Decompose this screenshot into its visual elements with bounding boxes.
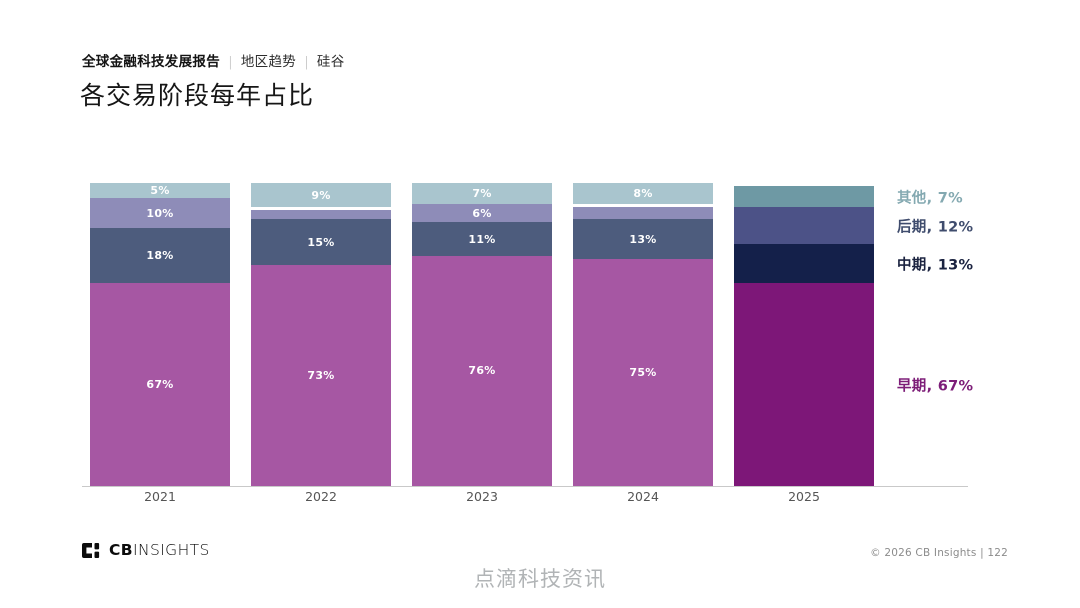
segment-label: 9% xyxy=(311,188,331,202)
bar-2023: 7% 6% 11% 76% xyxy=(412,183,552,486)
segment-2025-后期 xyxy=(734,207,874,244)
segment-2024-早期: 75% xyxy=(573,258,713,486)
segment-2025-其他 xyxy=(734,186,874,208)
x-axis-label-2023: 2023 xyxy=(466,489,498,504)
cbinsights-logo-icon xyxy=(82,542,100,558)
segment-2021-后期: 10% xyxy=(90,198,230,229)
x-axis-label-2024: 2024 xyxy=(627,489,659,504)
legend-item-中期: 中期, 13% xyxy=(897,257,974,274)
segment-label: 11% xyxy=(468,232,496,246)
bar-2025 xyxy=(734,183,874,486)
segment-label: 75% xyxy=(629,365,657,379)
segment-2021-中期: 18% xyxy=(90,228,230,283)
x-axis-label-2022: 2022 xyxy=(305,489,337,504)
x-axis-label-2025: 2025 xyxy=(788,489,820,504)
segment-2021-其他: 5% xyxy=(90,183,230,199)
breadcrumb-separator: | xyxy=(228,54,233,70)
legend-item-后期: 后期, 12% xyxy=(897,219,974,236)
segment-label: 67% xyxy=(146,378,174,391)
segment-2022-其他: 9% xyxy=(251,183,391,211)
breadcrumb-separator: | xyxy=(304,54,309,70)
segment-2023-后期: 6% xyxy=(412,204,552,223)
segment-2022-后期 xyxy=(251,210,391,220)
segment-2023-中期: 11% xyxy=(412,222,552,256)
segment-2022-中期: 15% xyxy=(251,219,391,265)
cbinsights-logo: CBINSIGHTS xyxy=(82,541,210,559)
segment-2023-早期: 76% xyxy=(412,255,552,486)
bar-2024: 8% 13% 75% xyxy=(573,183,713,486)
breadcrumb-section: 地区趋势 xyxy=(240,54,297,70)
segment-label: 5% xyxy=(150,184,170,198)
breadcrumb-report-title: 全球金融科技发展报告 xyxy=(82,54,220,70)
chart-plot-area: 5% 10% 18% 67% 9% 15% 73% 7% 6% 11% 76% 8% 13% 75% xyxy=(82,183,968,487)
segment-2025-中期 xyxy=(734,243,874,283)
breadcrumb-subsection: 硅谷 xyxy=(316,54,345,70)
segment-2022-早期: 73% xyxy=(251,264,391,486)
segment-2024-中期: 13% xyxy=(573,219,713,259)
copyright-page-number: © 2026 CB Insights | 122 xyxy=(870,547,1008,559)
segment-label: 10% xyxy=(146,206,174,220)
legend-item-早期: 早期, 67% xyxy=(897,378,974,395)
segment-label: 76% xyxy=(468,364,496,378)
segment-2021-早期: 67% xyxy=(90,283,230,486)
chart-legend: 其他, 7% 后期, 12% 中期, 13% 早期, 67% xyxy=(897,183,1057,487)
bar-2022: 9% 15% 73% xyxy=(251,183,391,486)
segment-label: 6% xyxy=(472,206,492,220)
legend-item-其他: 其他, 7% xyxy=(897,190,963,207)
segment-2025-早期 xyxy=(734,283,874,486)
segment-label: 13% xyxy=(629,232,657,246)
segment-2024-后期 xyxy=(573,207,713,220)
segment-label: 15% xyxy=(307,235,335,249)
segment-label: 73% xyxy=(307,368,335,382)
segment-label: 18% xyxy=(146,249,174,263)
cbinsights-logo-text: CBINSIGHTS xyxy=(109,541,210,559)
x-axis-labels: 2021 2022 2023 2024 2025 xyxy=(82,489,874,504)
stacked-bar-chart: 5% 10% 18% 67% 9% 15% 73% 7% 6% 11% 76% 8% 13% 75% 20… xyxy=(82,183,973,504)
breadcrumb: 全球金融科技发展报告 | 地区趋势 | 硅谷 xyxy=(82,50,345,70)
segment-label: 7% xyxy=(472,187,492,201)
watermark: 点滴科技资讯 xyxy=(474,567,606,591)
page-title: 各交易阶段每年占比 xyxy=(80,81,315,110)
segment-2023-其他: 7% xyxy=(412,183,552,205)
segment-2024-其他: 8% xyxy=(573,183,713,208)
x-axis-label-2021: 2021 xyxy=(144,489,176,504)
bar-2021: 5% 10% 18% 67% xyxy=(90,183,230,486)
segment-label: 8% xyxy=(633,187,653,201)
